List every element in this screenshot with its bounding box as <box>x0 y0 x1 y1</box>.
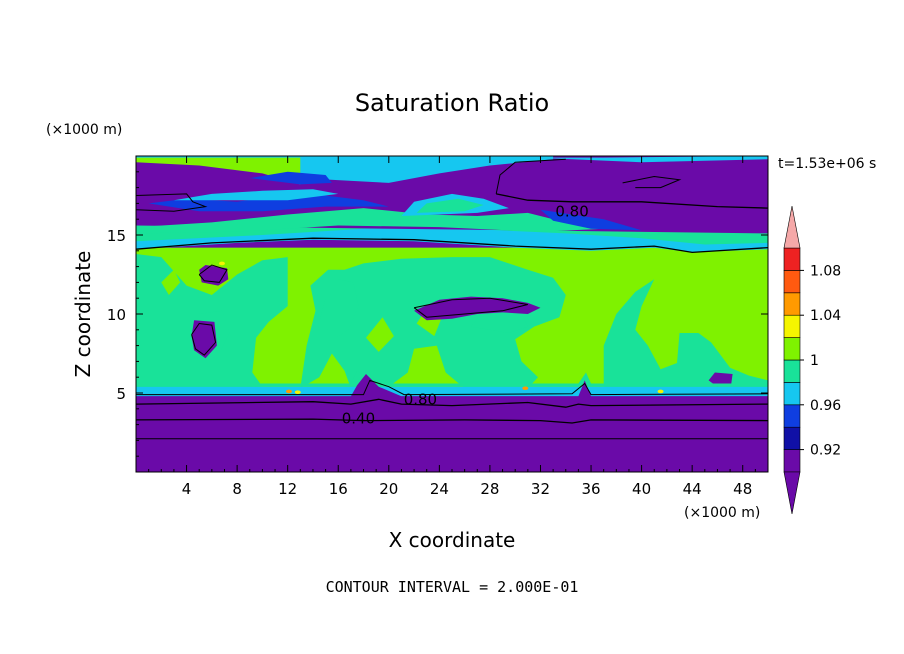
colorbar-segment <box>783 449 801 473</box>
x-tick-label: 4 <box>182 480 192 498</box>
contour-interval-footer: CONTOUR INTERVAL = 2.000E-01 <box>326 578 579 596</box>
dry-pocket <box>708 372 733 387</box>
colorbar-segment <box>783 426 801 450</box>
x-tick-label: 12 <box>278 480 297 498</box>
x-tick-label: 40 <box>632 480 651 498</box>
plot-area: 0.800.800.40 4 8 12 16 20 24 28 32 36 40 44 48 5101… <box>107 155 769 498</box>
y-tick-label: 10 <box>107 306 126 324</box>
contour-label-layer: 0.80 0.80 0.40 <box>342 202 589 427</box>
upper-streak <box>416 198 484 213</box>
contour-line-pocket-left <box>191 322 217 356</box>
boundary-cyan-band <box>136 386 768 397</box>
contour-line-boundary <box>136 379 768 396</box>
contour-lines <box>136 158 768 440</box>
time-label: t=1.53e+06 s <box>778 156 876 172</box>
colorbar-tick-label: 1.08 <box>810 263 841 279</box>
contour-label: 0.40 <box>342 409 375 427</box>
x-tick-label: 48 <box>733 480 752 498</box>
upper-streak <box>249 171 332 185</box>
highlight-speck <box>522 386 529 391</box>
contour-line-loop <box>622 175 682 189</box>
lime-island <box>555 342 579 374</box>
colorbar-tick-label: 0.96 <box>810 398 841 414</box>
upper-streak <box>148 193 389 212</box>
upper-streak <box>173 189 339 201</box>
highlight-speck <box>285 389 292 394</box>
x-tick-label: 44 <box>683 480 702 498</box>
x-unit-label: (×1000 m) <box>684 505 760 521</box>
x-tick-label: 8 <box>232 480 242 498</box>
region-lower-dry <box>136 374 768 472</box>
colorbar-segment <box>783 292 801 316</box>
contour-label: 0.80 <box>555 202 588 220</box>
contour-label: 0.80 <box>404 390 437 408</box>
upper-streak <box>540 209 642 231</box>
x-tick-label: 32 <box>531 480 550 498</box>
x-axis-title: X coordinate <box>389 528 516 552</box>
colorbar-tick-label: 1.04 <box>810 308 841 324</box>
colorbar-segment <box>783 270 801 294</box>
x-tick-label: 24 <box>430 480 449 498</box>
y-tick-label: 15 <box>107 227 126 245</box>
colorbar-tick-label: 0.92 <box>810 443 841 459</box>
contour-line-pocket-top <box>198 264 228 283</box>
colorbar-segment <box>783 404 801 428</box>
colorbar-under-arrow <box>783 471 801 515</box>
colorbar-segment <box>783 359 801 383</box>
contour-line-080-upper <box>496 193 768 209</box>
y-tick-label: 5 <box>116 385 126 403</box>
contour-line-040 <box>136 418 768 424</box>
contour-line-upper <box>136 237 768 254</box>
upper-streak <box>136 157 301 185</box>
upper-streak <box>534 156 768 163</box>
chart-title: Saturation Ratio <box>355 89 549 117</box>
dry-pocket <box>414 296 541 321</box>
contour-line-080-lower <box>136 398 768 408</box>
y-unit-label: (×1000 m) <box>46 122 122 138</box>
colorbar-tick-label: 1 <box>810 353 819 369</box>
contour-line-top-left <box>136 193 208 212</box>
x-tick-label: 36 <box>581 480 600 498</box>
highlight-speck <box>218 261 225 266</box>
highlight-speck <box>657 389 664 394</box>
upper-streak <box>136 208 604 234</box>
x-ticks: 4 8 12 16 20 24 28 32 36 40 44 48 <box>148 156 756 498</box>
colorbar-segment <box>783 382 801 406</box>
colorbar: 0.92 0.96 1 1.04 1.08 <box>783 205 841 515</box>
colorbar-segment <box>783 247 801 271</box>
y-axis-title: Z coordinate <box>71 251 95 378</box>
highlight-speck <box>294 390 301 395</box>
x-tick-label: 16 <box>329 480 348 498</box>
teal-region <box>603 279 768 389</box>
x-tick-label: 28 <box>480 480 499 498</box>
colorbar-segment <box>783 337 801 361</box>
teal-region <box>319 279 359 338</box>
colorbar-over-arrow <box>783 205 801 249</box>
colorbar-segment <box>783 314 801 338</box>
lime-island <box>366 317 394 352</box>
contour-line-pocket <box>413 297 528 318</box>
lime-island <box>161 269 181 295</box>
x-tick-label: 20 <box>379 480 398 498</box>
boundary-teal-band <box>136 370 768 387</box>
y-ticks: 5 10 15 <box>107 171 768 457</box>
